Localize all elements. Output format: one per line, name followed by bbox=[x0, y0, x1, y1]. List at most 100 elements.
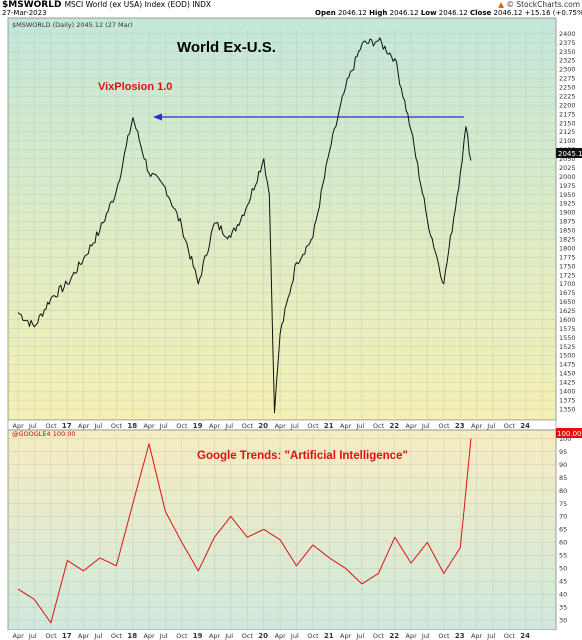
x-tick-label: Jul bbox=[290, 632, 299, 640]
quote-date: 27-Mar-2023 bbox=[2, 9, 47, 17]
x-tick-label: Jul bbox=[421, 422, 430, 430]
price-y-tick: 1800 bbox=[559, 244, 576, 252]
price-y-tick: 1400 bbox=[559, 387, 576, 395]
high-label: High bbox=[369, 9, 388, 17]
x-tick-label: 20 bbox=[258, 422, 268, 430]
x-tick-label: Apr bbox=[13, 632, 25, 640]
price-y-tick: 1700 bbox=[559, 280, 576, 288]
x-tick-label: Apr bbox=[143, 632, 155, 640]
x-tick-label: Oct bbox=[373, 422, 385, 430]
x-tick-label: Apr bbox=[209, 632, 221, 640]
x-tick-label: Jul bbox=[224, 422, 233, 430]
ticker-symbol: $MSWORLD MSCI World (ex USA) Index (EOD)… bbox=[2, 0, 211, 10]
x-tick-label: 22 bbox=[389, 422, 399, 430]
x-tick-label: Jul bbox=[224, 632, 233, 640]
close-label: Close bbox=[469, 9, 492, 17]
x-tick-label: 19 bbox=[193, 632, 203, 640]
price-y-tick: 1500 bbox=[559, 352, 576, 360]
price-legend: $MSWORLD (Daily) 2045.12 (27 Mar) bbox=[12, 21, 133, 29]
x-tick-label: Jul bbox=[290, 422, 299, 430]
x-tick-label: Oct bbox=[111, 632, 123, 640]
x-tick-label: Apr bbox=[275, 632, 287, 640]
price-y-tick: 2350 bbox=[559, 48, 576, 56]
price-y-tick: 2025 bbox=[559, 164, 576, 172]
x-tick-label: 24 bbox=[520, 422, 530, 430]
trends-y-tick: 45 bbox=[559, 578, 567, 586]
x-tick-label: Oct bbox=[504, 422, 516, 430]
trends-panel-title: Google Trends: "Artificial Intelligence" bbox=[197, 450, 408, 462]
x-tick-label: 21 bbox=[324, 422, 334, 430]
x-tick-label: Jul bbox=[486, 632, 495, 640]
x-axis-band-bottom bbox=[8, 630, 556, 640]
low-value: 2046.12 bbox=[438, 9, 468, 17]
x-tick-label: Oct bbox=[45, 632, 57, 640]
x-tick-label: Oct bbox=[45, 422, 57, 430]
trends-y-tick: 60 bbox=[559, 539, 567, 547]
x-tick-label: Jul bbox=[355, 422, 364, 430]
x-tick-label: Jul bbox=[421, 632, 430, 640]
x-axis-top: Apr Jul Oct 17 Apr Jul Oct 18 Apr Jul Oct 19 Apr Jul O… bbox=[13, 422, 531, 430]
x-tick-label: Oct bbox=[307, 632, 319, 640]
x-tick-label: Apr bbox=[471, 632, 483, 640]
brand-logo[interactable]: ▲ © StockCharts.com bbox=[498, 0, 580, 9]
trends-y-tick: 85 bbox=[559, 474, 567, 482]
x-tick-label: 24 bbox=[520, 632, 530, 640]
x-tick-label: Apr bbox=[78, 632, 90, 640]
price-y-axis: 1350137514001425145014751500152515501575… bbox=[559, 30, 576, 413]
x-tick-label: Jul bbox=[159, 422, 168, 430]
ticker-description: MSCI World (ex USA) Index (EOD) INDX bbox=[64, 0, 211, 9]
x-tick-label: Apr bbox=[406, 632, 418, 640]
price-y-tick: 2375 bbox=[559, 39, 576, 47]
price-y-tick: 1550 bbox=[559, 334, 576, 342]
price-panel bbox=[7, 17, 557, 421]
x-tick-label: Oct bbox=[504, 632, 516, 640]
open-value: 2046.12 bbox=[337, 9, 367, 17]
price-y-tick: 1525 bbox=[559, 343, 576, 351]
chart-logo-icon: ▲ bbox=[498, 0, 505, 9]
trends-y-axis: 30 35 40 45 50 55 60 65 70 75 80 85 90 95 100 bbox=[559, 435, 571, 625]
x-tick-label: 17 bbox=[62, 632, 72, 640]
x-tick-label: Oct bbox=[242, 422, 254, 430]
price-y-tick: 2225 bbox=[559, 92, 576, 100]
x-tick-label: Oct bbox=[438, 422, 450, 430]
x-tick-label: Apr bbox=[143, 422, 155, 430]
price-y-tick: 2250 bbox=[559, 84, 576, 92]
trends-gridlines bbox=[8, 436, 556, 628]
price-y-tick: 1975 bbox=[559, 182, 576, 190]
close-value: 2046.12 bbox=[493, 9, 523, 17]
price-y-tick: 1425 bbox=[559, 379, 576, 387]
last-price-tag: 2045.12 bbox=[556, 148, 582, 158]
x-tick-label: Jul bbox=[486, 422, 495, 430]
brand-label: © StockCharts.com bbox=[506, 0, 580, 9]
open-label: Open bbox=[315, 9, 336, 17]
trends-legend: @GOOGLE4 100.00 bbox=[12, 430, 75, 438]
x-tick-label: 20 bbox=[258, 632, 268, 640]
price-y-tick: 2200 bbox=[559, 101, 576, 109]
price-y-tick: 2000 bbox=[559, 173, 576, 181]
price-panel-title: World Ex-U.S. bbox=[177, 39, 276, 56]
price-y-tick: 1725 bbox=[559, 271, 576, 279]
trends-y-tick: 90 bbox=[559, 461, 567, 469]
x-tick-label: 17 bbox=[62, 422, 72, 430]
trends-panel bbox=[7, 429, 557, 631]
price-y-tick: 1825 bbox=[559, 235, 576, 243]
x-tick-label: Oct bbox=[176, 422, 188, 430]
x-tick-label: Apr bbox=[13, 422, 25, 430]
x-tick-label: Apr bbox=[340, 422, 352, 430]
ticker-label: $MSWORLD bbox=[2, 0, 62, 10]
change-value: +15.16 (+0.75%) bbox=[524, 9, 582, 17]
x-tick-label: Apr bbox=[275, 422, 287, 430]
price-y-tick: 2100 bbox=[559, 137, 576, 145]
trends-y-tick: 50 bbox=[559, 565, 567, 573]
low-label: Low bbox=[420, 9, 437, 17]
x-tick-label: Jul bbox=[93, 632, 102, 640]
x-tick-label: Jul bbox=[93, 422, 102, 430]
x-tick-label: Apr bbox=[209, 422, 221, 430]
x-tick-label: 21 bbox=[324, 632, 334, 640]
x-tick-label: 22 bbox=[389, 632, 399, 640]
price-y-tick: 1925 bbox=[559, 200, 576, 208]
annotation-arrow bbox=[153, 113, 464, 121]
price-y-tick: 1450 bbox=[559, 370, 576, 378]
price-y-tick: 2175 bbox=[559, 110, 576, 118]
